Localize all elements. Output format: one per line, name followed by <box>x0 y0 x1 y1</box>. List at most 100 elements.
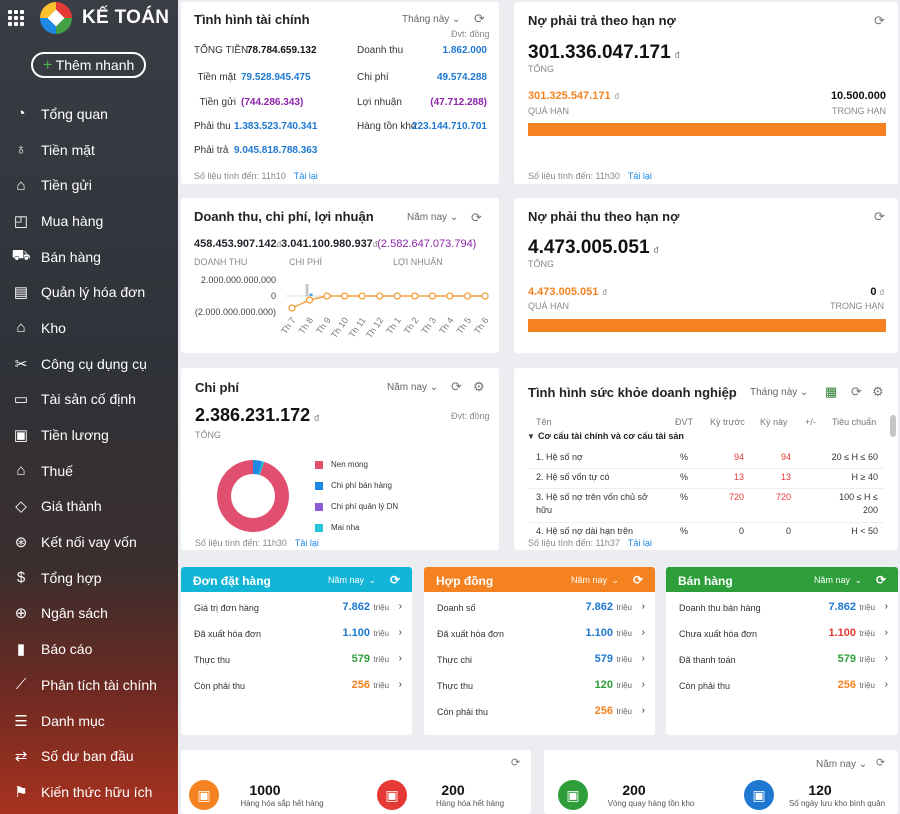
kpi-row[interactable]: Đã xuất hóa đơn 1.100 triệu › <box>424 621 655 647</box>
refresh-icon[interactable]: ⟳ <box>511 757 521 769</box>
line-point[interactable] <box>305 296 314 304</box>
line-point[interactable] <box>393 292 401 300</box>
finance-row-value[interactable]: 78.784.659.132 <box>247 45 317 56</box>
reload-link[interactable]: Tải lại <box>627 538 652 548</box>
chevron-right-icon[interactable]: › <box>641 653 645 664</box>
settings-gear-icon[interactable]: ⚙ <box>872 384 884 399</box>
scrollbar-thumb[interactable] <box>890 415 896 437</box>
refresh-icon[interactable]: ⟳ <box>474 11 485 26</box>
legend-item[interactable]: Nen mong <box>315 460 368 469</box>
line-point[interactable] <box>428 292 437 300</box>
expand-caret-icon[interactable]: ▼ <box>527 432 535 441</box>
settings-gear-icon[interactable]: ⚙ <box>473 379 485 394</box>
expense-period-select[interactable]: Năm nay ⌄ <box>387 382 438 393</box>
sidebar-item-7[interactable]: ✂ Công cụ dụng cụ <box>0 346 178 382</box>
kpi-row[interactable]: Đã thanh toán 579 triệu › <box>666 647 898 673</box>
refresh-icon[interactable]: ⟳ <box>389 573 400 587</box>
refresh-icon[interactable]: ⟳ <box>851 384 862 399</box>
kpi-row[interactable]: Doanh số 7.862 triệu › <box>424 595 655 621</box>
brand-logo[interactable] <box>40 2 72 34</box>
chevron-right-icon[interactable]: › <box>884 653 888 664</box>
app-grid-icon[interactable] <box>8 10 24 26</box>
finance-row-value[interactable]: 49.574.288 <box>436 72 487 83</box>
chevron-right-icon[interactable]: › <box>398 627 402 638</box>
kpi-row[interactable]: Doanh thu bán hàng 7.862 triệu › <box>666 595 898 621</box>
quick-add-button[interactable]: + Thêm nhanh <box>31 52 146 78</box>
inventory-period-select[interactable]: Năm nay ⌄ <box>816 759 867 770</box>
sidebar-item-18[interactable]: ⇄ Số dư ban đầu <box>0 738 178 774</box>
line-point[interactable] <box>358 292 366 300</box>
line-point[interactable] <box>481 292 489 300</box>
chevron-right-icon[interactable]: › <box>884 601 888 612</box>
refresh-icon[interactable]: ⟳ <box>876 757 886 769</box>
line-point[interactable] <box>411 292 419 300</box>
finance-row-value[interactable]: 1.862.000 <box>442 45 488 56</box>
sidebar-item-9[interactable]: ▣ Tiền lương <box>0 417 178 453</box>
legend-item[interactable]: Chi phí bán hàng <box>315 481 392 490</box>
refresh-icon[interactable]: ⟳ <box>632 573 643 587</box>
line-point[interactable] <box>323 292 331 300</box>
kpi-row[interactable]: Đã xuất hóa đơn 1.100 triệu › <box>181 621 412 647</box>
sidebar-item-2[interactable]: ⌂ Tiền gửi <box>0 167 178 203</box>
chevron-right-icon[interactable]: › <box>398 679 402 690</box>
sidebar-item-8[interactable]: ▭ Tài sản cố định <box>0 382 178 418</box>
chevron-right-icon[interactable]: › <box>641 705 645 716</box>
health-period-select[interactable]: Tháng này ⌄ <box>750 387 808 398</box>
finance-period-select[interactable]: Tháng này ⌄ <box>402 14 460 25</box>
finance-row-value[interactable]: 223.144.710.701 <box>411 121 487 132</box>
sidebar-item-5[interactable]: ▤ Quản lý hóa đơn <box>0 274 178 310</box>
sales-period-select[interactable]: Năm nay ⌄ <box>814 575 862 586</box>
refresh-icon[interactable]: ⟳ <box>874 13 885 28</box>
finance-row-value[interactable]: 1.383.523.740.341 <box>234 121 318 132</box>
sidebar-item-0[interactable]: ◔ Tổng quan <box>0 96 178 132</box>
legend-item[interactable]: Chi phí quản lý DN <box>315 502 398 511</box>
chevron-right-icon[interactable]: › <box>398 653 402 664</box>
sidebar-item-19[interactable]: ⚑ Kiến thức hữu ích <box>0 774 178 810</box>
line-point[interactable] <box>376 292 384 300</box>
finance-row-value[interactable]: 79.528.945.475 <box>241 72 311 83</box>
sidebar-item-4[interactable]: ⛟ Bán hàng <box>0 239 178 275</box>
finance-row-value[interactable]: 9.045.818.788.363 <box>234 145 318 156</box>
finance-row-value[interactable]: (47.712.288) <box>430 97 487 108</box>
sidebar-item-16[interactable]: ⟋ Phân tích tài chính <box>0 667 178 703</box>
bar-mark[interactable] <box>309 293 313 296</box>
sidebar-item-12[interactable]: ⊛ Kết nối vay vốn <box>0 524 178 560</box>
kpi-row[interactable]: Còn phải thu 256 triệu › <box>181 673 412 699</box>
refresh-icon[interactable]: ⟳ <box>471 210 482 225</box>
reload-link[interactable]: Tải lại <box>294 538 319 548</box>
chevron-right-icon[interactable]: › <box>884 679 888 690</box>
reload-link[interactable]: Tải lại <box>627 171 652 181</box>
chevron-right-icon[interactable]: › <box>641 627 645 638</box>
kpi-row[interactable]: Còn phải thu 256 triệu › <box>424 699 655 725</box>
sidebar-item-1[interactable]: ♁ Tiền mặt <box>0 132 178 168</box>
chevron-right-icon[interactable]: › <box>641 601 645 612</box>
refresh-icon[interactable]: ⟳ <box>451 379 462 394</box>
kpi-row[interactable]: Giá trị đơn hàng 7.862 triệu › <box>181 595 412 621</box>
orders-period-select[interactable]: Năm nay ⌄ <box>328 575 376 586</box>
sidebar-item-6[interactable]: ⌂ Kho <box>0 310 178 346</box>
table-row[interactable]: 4. Hệ số nợ dài hạn trên% 0 0 H < 50 <box>514 526 898 536</box>
chevron-right-icon[interactable]: › <box>398 601 402 612</box>
reload-link[interactable]: Tải lại <box>293 171 318 181</box>
sidebar-item-10[interactable]: ⌂ Thuế <box>0 453 178 489</box>
table-row[interactable]: 2. Hệ số vốn tự có% 13 13 H ≥ 40 <box>514 472 898 482</box>
finance-row-value[interactable]: (744.286.343) <box>241 97 304 108</box>
kpi-row[interactable]: Chưa xuất hóa đơn 1.100 triệu › <box>666 621 898 647</box>
line-point[interactable] <box>463 292 472 300</box>
excel-export-icon[interactable]: ▦ <box>825 384 838 399</box>
kpi-row[interactable]: Thực thu 120 triệu › <box>424 673 655 699</box>
sidebar-item-3[interactable]: ◰ Mua hàng <box>0 203 178 239</box>
sidebar-item-13[interactable]: $ Tổng hợp <box>0 560 178 596</box>
sidebar-item-14[interactable]: ⊕ Ngân sách <box>0 596 178 632</box>
contracts-period-select[interactable]: Năm nay ⌄ <box>571 575 619 586</box>
kpi-row[interactable]: Thực thu 579 triệu › <box>181 647 412 673</box>
revenue-period-select[interactable]: Năm nay ⌄ <box>407 212 458 223</box>
kpi-row[interactable]: Còn phải thu 256 triệu › <box>666 673 898 699</box>
sidebar-item-17[interactable]: ☰ Danh mục <box>0 703 178 739</box>
bar-mark[interactable] <box>305 284 309 296</box>
chevron-right-icon[interactable]: › <box>641 679 645 690</box>
line-point[interactable] <box>446 292 454 300</box>
line-point[interactable] <box>288 304 296 312</box>
legend-item[interactable]: Mai nha <box>315 523 359 532</box>
sidebar-item-15[interactable]: ▮ Báo cáo <box>0 631 178 667</box>
